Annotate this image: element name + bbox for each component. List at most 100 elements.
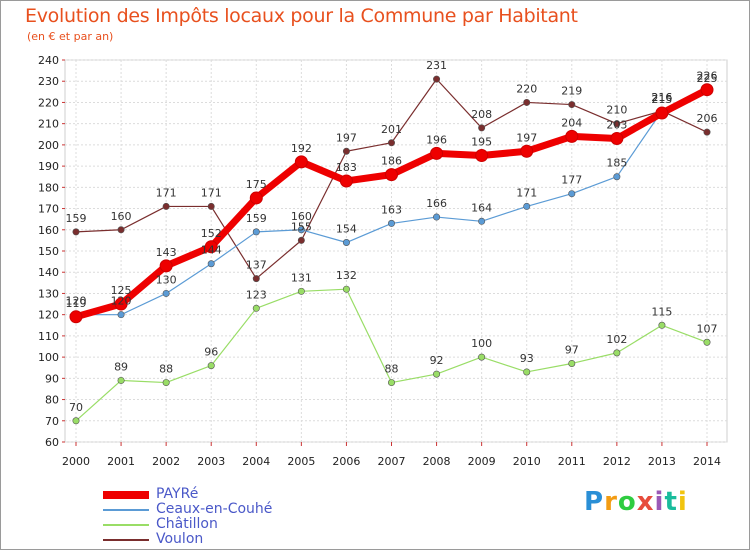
data-point	[476, 150, 488, 162]
data-point	[569, 191, 575, 197]
y-tick-label: 240	[38, 54, 59, 67]
x-tick-label: 2004	[242, 455, 270, 468]
data-point	[656, 107, 668, 119]
y-tick-label: 120	[38, 309, 59, 322]
data-label: 171	[516, 186, 537, 199]
data-label: 88	[385, 363, 399, 376]
y-tick-label: 180	[38, 181, 59, 194]
data-point	[569, 101, 575, 107]
data-label: 204	[561, 116, 582, 129]
data-label: 226	[697, 70, 718, 83]
data-label: 208	[471, 108, 492, 121]
data-point	[614, 174, 620, 180]
y-tick-label: 60	[45, 436, 59, 449]
data-point	[208, 261, 214, 267]
data-label: 97	[565, 343, 579, 356]
data-point	[73, 229, 79, 235]
x-tick-label: 2006	[332, 455, 360, 468]
logo-letter: i	[678, 487, 688, 517]
data-point	[521, 145, 533, 157]
y-tick-label: 90	[45, 372, 59, 385]
y-tick-label: 80	[45, 394, 59, 407]
x-tick-label: 2009	[468, 455, 496, 468]
data-label: 137	[246, 259, 267, 272]
data-point	[340, 175, 352, 187]
x-tick-label: 2000	[62, 455, 90, 468]
data-point	[478, 354, 484, 360]
data-label: 215	[651, 93, 672, 106]
y-tick-label: 100	[38, 351, 59, 364]
data-label: 131	[291, 271, 312, 284]
y-tick-label: 170	[38, 203, 59, 216]
data-label: 89	[114, 360, 128, 373]
x-tick-label: 2003	[197, 455, 225, 468]
data-point	[524, 99, 530, 105]
data-label: 177	[561, 174, 582, 187]
logo-letter: i	[655, 487, 665, 517]
data-label: 210	[606, 104, 627, 117]
legend-swatch-chatillon	[103, 524, 149, 526]
data-point	[163, 379, 169, 385]
y-tick-label: 210	[38, 118, 59, 131]
logo-letter: o	[618, 487, 637, 517]
data-label: 115	[651, 305, 672, 318]
data-point	[614, 350, 620, 356]
y-tick-label: 110	[38, 330, 59, 343]
data-label: 93	[520, 352, 534, 365]
data-label: 164	[471, 201, 492, 214]
x-tick-label: 2002	[152, 455, 180, 468]
legend-swatch-voulon	[103, 539, 149, 541]
data-point	[659, 322, 665, 328]
data-label: 92	[430, 354, 444, 367]
legend-swatch-payre	[103, 491, 149, 499]
data-label: 206	[697, 112, 718, 125]
data-label: 152	[201, 227, 222, 240]
data-label: 185	[606, 157, 627, 170]
proxiti-logo: Proxiti	[584, 487, 688, 517]
y-tick-label: 140	[38, 266, 59, 279]
y-tick-label: 220	[38, 96, 59, 109]
legend-label-voulon: Voulon	[156, 531, 203, 547]
data-label: 166	[426, 197, 447, 210]
data-point	[478, 125, 484, 131]
data-point	[524, 203, 530, 209]
legend-label-ceaux: Ceaux-en-Couhé	[156, 501, 272, 517]
data-label: 160	[291, 210, 312, 223]
data-point	[253, 229, 259, 235]
data-label: 196	[426, 133, 447, 146]
data-point	[295, 156, 307, 168]
x-tick-label: 2011	[558, 455, 586, 468]
data-point	[118, 377, 124, 383]
data-point	[433, 214, 439, 220]
data-label: 197	[516, 131, 537, 144]
y-tick-label: 230	[38, 75, 59, 88]
data-label: 107	[697, 322, 718, 335]
data-point	[566, 130, 578, 142]
logo-letter: x	[637, 487, 655, 517]
logo-letter: P	[584, 487, 604, 517]
data-label: 159	[246, 212, 267, 225]
data-point	[431, 147, 443, 159]
data-label: 144	[201, 244, 222, 257]
legend-item-voulon: Voulon	[99, 533, 319, 548]
data-point	[208, 203, 214, 209]
x-tick-label: 2010	[513, 455, 541, 468]
data-label: 171	[156, 186, 177, 199]
data-label: 125	[111, 284, 132, 297]
x-tick-label: 2008	[423, 455, 451, 468]
data-point	[160, 260, 172, 272]
data-label: 123	[246, 288, 267, 301]
data-point	[388, 140, 394, 146]
legend-label-payre: PAYRé	[156, 486, 198, 502]
legend-label-chatillon: Châtillon	[156, 516, 218, 532]
data-label: 154	[336, 223, 357, 236]
y-tick-label: 190	[38, 160, 59, 173]
data-label: 183	[336, 161, 357, 174]
y-tick-label: 160	[38, 224, 59, 237]
legend-item-chatillon: Châtillon	[99, 518, 319, 533]
line-chart: 2402302202102001901801701601501401301201…	[1, 1, 749, 549]
legend: PAYRé Ceaux-en-Couhé Châtillon Voulon	[99, 488, 319, 548]
data-point	[478, 218, 484, 224]
data-label: 130	[156, 273, 177, 286]
x-tick-label: 2012	[603, 455, 631, 468]
